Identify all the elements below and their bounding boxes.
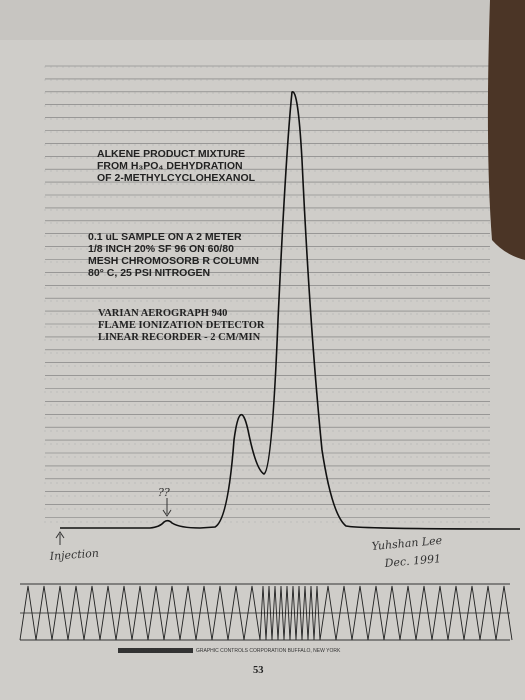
- date: Dec. 1991: [383, 552, 441, 570]
- label-line: MESH CHROMOSORB R COLUMN: [88, 255, 259, 267]
- label-line: OF 2-METHYLCYCLOHEXANOL: [97, 172, 256, 184]
- page-number: 53: [253, 665, 264, 676]
- question-mark: ??: [158, 486, 170, 499]
- finger: [487, 0, 525, 260]
- chromatogram-trace: [60, 91, 521, 530]
- injection-label: Injection: [48, 547, 99, 563]
- question-arrow: [162, 498, 172, 517]
- brand-box: [118, 648, 193, 653]
- injection-arrow: [55, 531, 65, 545]
- label-line: LINEAR RECORDER - 2 CM/MIN: [98, 332, 261, 343]
- author: Yuhshan Lee: [371, 534, 443, 553]
- recorder-zigzag: [19, 585, 513, 641]
- label-line: FROM H₃PO₄ DEHYDRATION: [97, 160, 243, 172]
- recorder-strip: [19, 583, 513, 641]
- label-line: VARIAN AEROGRAPH 940: [98, 308, 227, 319]
- brand: RECORDER CHARTS: [121, 648, 172, 654]
- paper-top: [0, 0, 525, 40]
- label-line: 0.1 uL SAMPLE ON A 2 METER: [88, 231, 242, 243]
- label-line: 1/8 INCH 20% SF 96 ON 60/80: [88, 243, 234, 255]
- maker: GRAPHIC CONTROLS CORPORATION BUFFALO, NE…: [196, 648, 341, 654]
- chart-grid: [44, 65, 490, 530]
- label-line: ALKENE PRODUCT MIXTURE: [97, 148, 245, 160]
- label-line: FLAME IONIZATION DETECTOR: [98, 320, 265, 331]
- label-line: 80° C, 25 PSI NITROGEN: [88, 267, 210, 279]
